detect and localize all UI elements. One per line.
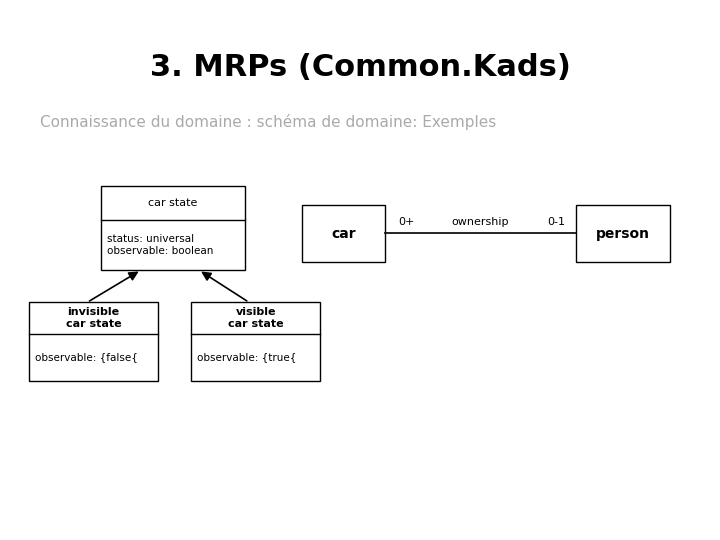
Bar xyxy=(191,302,320,381)
Text: ownership: ownership xyxy=(452,217,509,227)
Bar xyxy=(302,205,385,262)
Text: visible
car state: visible car state xyxy=(228,307,284,329)
Bar xyxy=(101,186,245,270)
Text: Connaissance du domaine : schéma de domaine: Exemples: Connaissance du domaine : schéma de doma… xyxy=(40,113,496,130)
Text: 0-1: 0-1 xyxy=(547,217,565,227)
Bar xyxy=(29,302,158,381)
Text: status: universal
observable: boolean: status: universal observable: boolean xyxy=(107,234,213,255)
Text: 3. MRPs (Common.Kads): 3. MRPs (Common.Kads) xyxy=(150,53,570,82)
Text: 0+: 0+ xyxy=(398,217,415,227)
Text: car: car xyxy=(331,227,356,240)
Text: observable: {false{: observable: {false{ xyxy=(35,352,138,362)
Text: car state: car state xyxy=(148,198,197,208)
Bar xyxy=(576,205,670,262)
Text: invisible
car state: invisible car state xyxy=(66,307,122,329)
Text: observable: {true{: observable: {true{ xyxy=(197,352,296,362)
Text: person: person xyxy=(596,227,649,240)
